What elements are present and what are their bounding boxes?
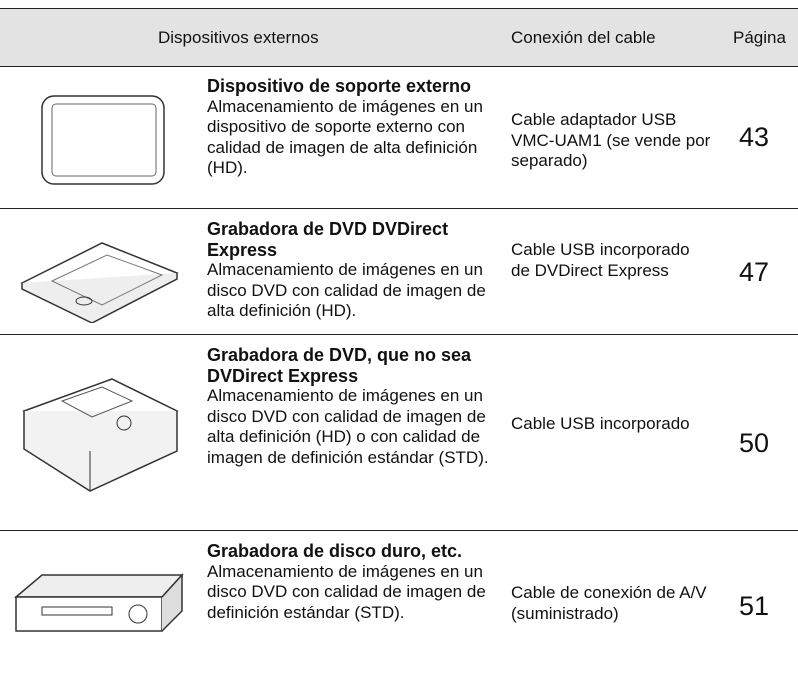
row-description: Almacenamiento de imágenes en un disco D… — [207, 386, 489, 467]
row-title: Dispositivo de soporte externo — [207, 76, 472, 96]
table-row: Grabadora de disco duro, etc. Almacenami… — [0, 531, 798, 680]
page-cell: 50 — [738, 428, 770, 458]
table-header: Dispositivos externos Conexión del cable… — [0, 8, 798, 67]
page-cell: 51 — [738, 591, 770, 621]
device-icon — [13, 573, 184, 632]
cable-cell: Cable adaptador USB VMC-UAM1 (se vende p… — [511, 110, 711, 170]
device-icon — [22, 378, 179, 492]
device-icon — [20, 242, 179, 323]
row-description: Almacenamiento de imágenes en un disco D… — [207, 260, 486, 320]
header-cell: Página — [733, 28, 786, 47]
row-title: Grabadora de disco duro, etc. — [207, 541, 463, 561]
cable-cell: Cable de conexión de A/V (suministrado) — [511, 583, 707, 623]
description-cell: Grabadora de DVD, que no sea DVDirect Ex… — [207, 345, 499, 468]
cable-cell: Cable USB incorporado — [511, 414, 690, 433]
table-row: Dispositivo de soporte externo Almacenam… — [0, 66, 798, 209]
device-icon — [41, 95, 165, 185]
header-cell: Dispositivos externos — [158, 28, 319, 47]
row-title: Grabadora de DVD DVDirect Express — [207, 219, 449, 260]
cable-cell: Cable USB incorporado de DVDirect Expres… — [511, 240, 690, 280]
row-description: Almacenamiento de imágenes en un disposi… — [207, 96, 483, 178]
description-cell: Dispositivo de soporte externo Almacenam… — [207, 76, 499, 179]
description-cell: Grabadora de disco duro, etc. Almacenami… — [207, 541, 499, 623]
description-cell: Grabadora de DVD DVDirect Express Almace… — [207, 219, 499, 322]
row-title: Grabadora de DVD, que no sea DVDirect Ex… — [207, 345, 472, 386]
page-cell: 47 — [738, 257, 770, 287]
header-cell: Conexión del cable — [511, 28, 656, 47]
table-row: Grabadora de DVD, que no sea DVDirect Ex… — [0, 335, 798, 531]
table-row: Grabadora de DVD DVDirect Express Almace… — [0, 209, 798, 335]
row-description: Almacenamiento de imágenes en un disco D… — [207, 561, 486, 622]
page-cell: 43 — [738, 122, 770, 152]
